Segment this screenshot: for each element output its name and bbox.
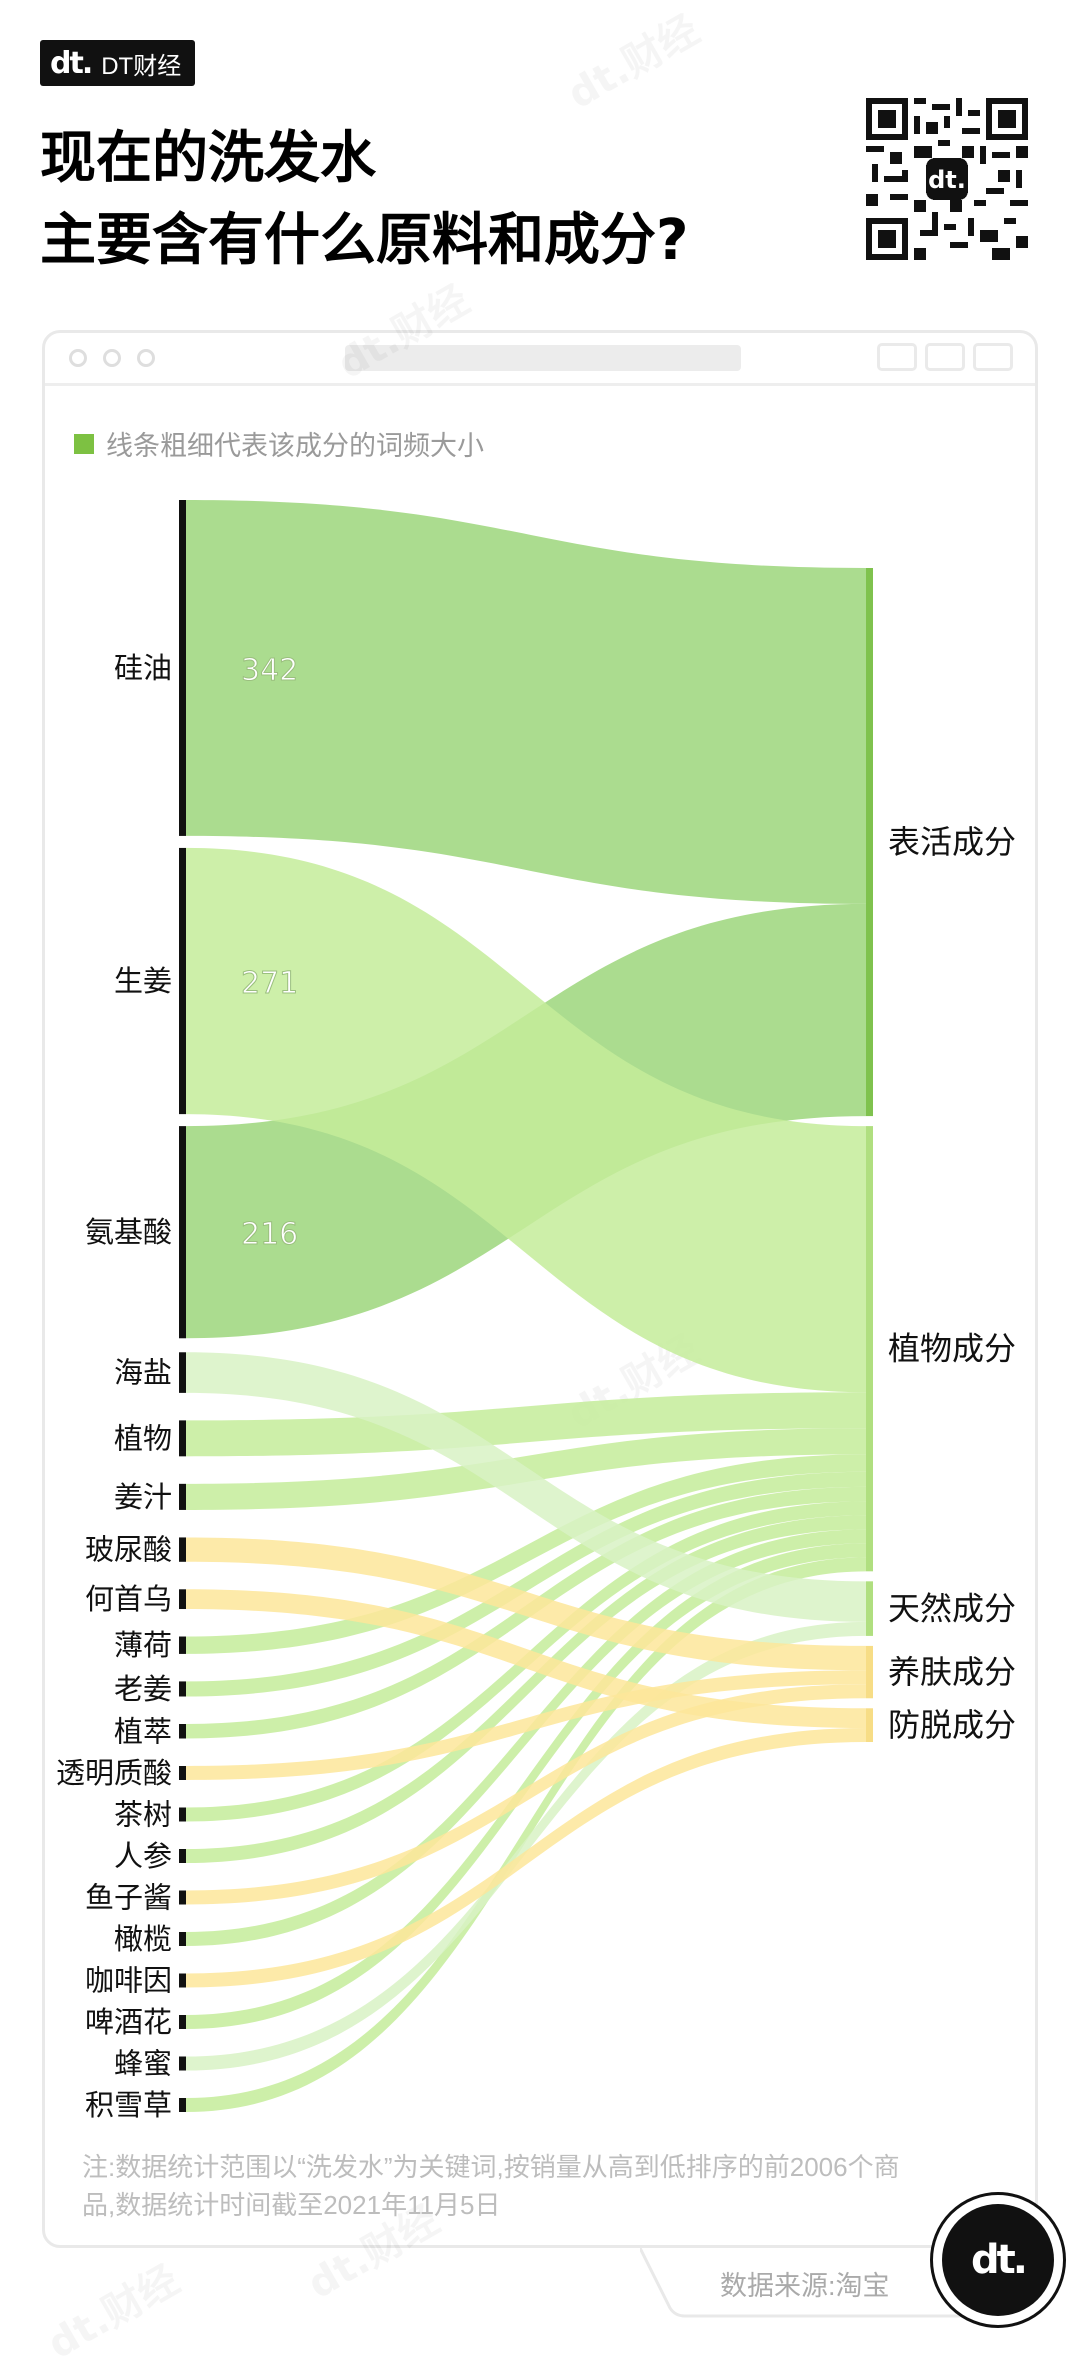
value-label: 216	[241, 1217, 298, 1252]
source-bar	[179, 1537, 186, 1562]
source-bar	[179, 847, 186, 1115]
sankey-links	[186, 500, 866, 2112]
source-bar	[179, 1973, 186, 1988]
sankey-link	[186, 1728, 866, 1988]
source-bar	[179, 1724, 186, 1739]
source-bar	[179, 2056, 186, 2071]
source-label: 茶树	[114, 1798, 172, 1832]
sankey-link	[186, 1454, 866, 1654]
target-label: 植物成分	[888, 1330, 1016, 1368]
source-label: 透明质酸	[56, 1756, 172, 1790]
dt-badge-logo: dt.	[930, 2192, 1066, 2328]
value-label: 271	[241, 966, 298, 1001]
source-bar	[179, 1589, 186, 1610]
source-bar	[179, 500, 186, 836]
sankey-link	[186, 1392, 866, 1457]
chart-legend: 线条粗细代表该成分的词频大小	[74, 424, 484, 463]
title-line-2: 主要含有什么原料和成分?	[40, 208, 689, 273]
source-label: 咖啡因	[85, 1964, 172, 1998]
target-bar	[866, 1581, 873, 1636]
source-bar	[179, 1849, 186, 1863]
source-label: 老姜	[114, 1672, 172, 1706]
close-icon	[69, 349, 87, 367]
source-bar	[179, 1766, 186, 1780]
source-bar	[179, 1636, 186, 1654]
record-icon	[877, 343, 917, 371]
source-label: 生姜	[114, 964, 172, 998]
source-label: 玻尿酸	[85, 1533, 172, 1567]
sankey-link	[186, 1537, 866, 1671]
qr-code-icon: dt.	[866, 98, 1028, 260]
source-bar	[179, 1483, 186, 1510]
sankey-link	[186, 1670, 866, 1780]
sankey-link	[186, 1515, 866, 1863]
page-title: 现在的洗发水 主要含有什么原料和成分?	[40, 118, 688, 282]
legend-text: 线条粗细代表该成分的词频大小	[106, 431, 484, 461]
brand-mark: dt.	[50, 45, 93, 81]
source-bars	[179, 500, 186, 2112]
source-label: 植物	[114, 1421, 172, 1455]
source-label: 氨基酸	[85, 1215, 172, 1249]
source-label: 橄榄	[114, 1922, 172, 1956]
dt-badge-mark: dt.	[942, 2204, 1054, 2316]
minimize-icon	[103, 349, 121, 367]
sankey-link	[186, 500, 866, 904]
sankey-link	[186, 1684, 866, 1905]
source-label: 薄荷	[114, 1628, 172, 1662]
target-bar	[866, 1708, 873, 1742]
target-label: 养肤成分	[888, 1653, 1016, 1691]
source-bar	[179, 1420, 186, 1457]
sankey-labels: 硅油 342 生姜 271 氨基酸 216 海盐植物姜汁玻尿酸何首乌薄荷老姜植萃透明质酸茶树…	[56, 651, 1016, 2122]
source-label: 何首乌	[85, 1582, 172, 1616]
target-bar	[866, 1126, 873, 1572]
sankey-link	[186, 1529, 866, 1946]
source-label: 人参	[114, 1839, 172, 1873]
source-label: 植萃	[114, 1714, 172, 1748]
source-bar	[179, 2098, 186, 2112]
target-label: 表活成分	[888, 823, 1016, 861]
source-label: 硅油	[114, 651, 172, 685]
sankey-link	[186, 1621, 866, 2071]
value-label: 342	[241, 653, 298, 688]
sankey-link	[186, 1589, 866, 1728]
source-label: 蜂蜜	[114, 2047, 172, 2081]
brand-logo: dt. DT财经	[40, 40, 196, 86]
source-tab	[640, 2248, 960, 2318]
brand-name: DT财经	[101, 52, 182, 80]
source-label: 鱼子酱	[85, 1881, 172, 1915]
source-bar	[179, 1126, 186, 1339]
source-bar	[179, 1932, 186, 1946]
svg-text:dt.: dt.	[928, 166, 966, 194]
home-icon	[925, 343, 965, 371]
legend-swatch	[74, 433, 94, 454]
sankey-link	[186, 1352, 866, 1622]
maximize-icon	[137, 349, 155, 367]
sankey-link	[186, 1471, 866, 1697]
target-bars	[866, 568, 873, 1742]
data-source: 数据来源:淘宝	[720, 2271, 890, 2301]
sankey-link	[186, 847, 866, 1393]
target-label: 防脱成分	[888, 1706, 1016, 1744]
target-bar	[866, 1645, 873, 1699]
address-bar	[345, 345, 741, 371]
source-bar	[179, 1807, 186, 1822]
source-bar	[179, 1681, 186, 1697]
sankey-link	[186, 1543, 866, 2029]
source-label: 姜汁	[114, 1480, 172, 1514]
source-label: 积雪草	[85, 2088, 172, 2122]
footnote: 注:数据统计范围以“洗发水”为关键词,按销量从高到低排序的前2006个商品,数据…	[82, 2152, 900, 2220]
source-bar	[179, 1890, 186, 1905]
source-bar	[179, 2015, 186, 2029]
title-line-1: 现在的洗发水	[40, 126, 376, 191]
source-label: 啤酒花	[85, 2005, 172, 2039]
sankey-link	[186, 1557, 866, 2112]
target-bar	[866, 568, 873, 1117]
target-label: 天然成分	[888, 1590, 1016, 1628]
source-label: 海盐	[114, 1356, 172, 1390]
frame-toolbar	[45, 333, 1035, 386]
window-icon	[973, 343, 1013, 371]
source-bar	[179, 1352, 186, 1393]
